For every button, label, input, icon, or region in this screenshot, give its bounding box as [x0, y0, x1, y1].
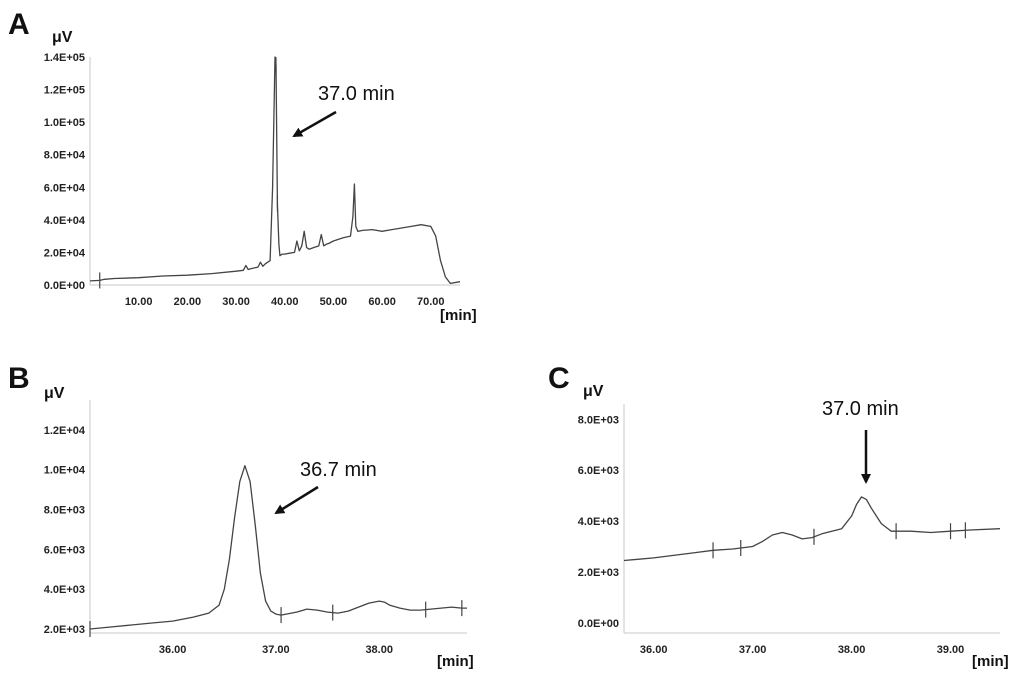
x-tick-label: 39.00 — [937, 644, 965, 656]
panel-label: A — [8, 8, 30, 41]
peak-annotation: 37.0 min — [318, 83, 395, 105]
x-tick-label: 20.00 — [174, 296, 202, 308]
x-tick-label: 50.00 — [320, 296, 348, 308]
x-tick-label: 40.00 — [271, 296, 299, 308]
x-tick-label: 36.00 — [640, 644, 668, 656]
peak-annotation: 36.7 min — [300, 459, 377, 481]
x-tick-label: 70.00 — [417, 296, 445, 308]
x-tick-label: 36.00 — [159, 644, 187, 656]
y-tick-label: 8.0E+04 — [44, 150, 86, 162]
x-tick-label: 38.00 — [838, 644, 866, 656]
x-tick-label: 37.00 — [739, 644, 767, 656]
x-tick-label: 38.00 — [365, 644, 393, 656]
x-axis-unit: [min] — [437, 653, 474, 670]
y-tick-label: 0.0E+00 — [44, 280, 85, 292]
y-tick-label: 6.0E+04 — [44, 182, 86, 194]
y-tick-label: 2.0E+03 — [578, 567, 619, 579]
y-tick-label: 1.0E+05 — [44, 117, 85, 129]
y-tick-label: 1.2E+04 — [44, 425, 86, 437]
y-tick-label: 4.0E+04 — [44, 215, 86, 227]
y-tick-label: 8.0E+03 — [44, 505, 85, 517]
y-axis-unit: μV — [583, 383, 604, 400]
y-tick-label: 4.0E+03 — [578, 516, 619, 528]
y-tick-label: 2.0E+03 — [44, 624, 85, 636]
chromatogram-trace-a — [89, 56, 461, 285]
x-axis-unit: [min] — [440, 307, 477, 324]
y-tick-label: 0.0E+00 — [578, 618, 619, 630]
chromatogram-trace-c — [623, 496, 1001, 562]
x-tick-label: 10.00 — [125, 296, 153, 308]
x-tick-label: 37.00 — [262, 644, 290, 656]
panel-label: B — [8, 362, 30, 395]
y-tick-label: 8.0E+03 — [578, 414, 619, 426]
annotation-arrow — [274, 485, 319, 515]
annotation-arrow — [292, 110, 337, 138]
y-tick-label: 6.0E+03 — [578, 465, 619, 477]
x-axis-unit: [min] — [972, 653, 1009, 670]
y-tick-label: 1.0E+04 — [44, 465, 86, 477]
y-axis-unit: μV — [52, 29, 73, 46]
peak-annotation: 37.0 min — [822, 398, 899, 420]
y-tick-label: 1.4E+05 — [44, 52, 85, 64]
x-tick-label: 60.00 — [368, 296, 396, 308]
y-tick-label: 4.0E+03 — [44, 584, 85, 596]
x-tick-label: 30.00 — [222, 296, 250, 308]
panel-label: C — [548, 362, 570, 395]
y-axis-unit: μV — [44, 385, 65, 402]
y-tick-label: 6.0E+03 — [44, 544, 85, 556]
y-tick-label: 2.0E+04 — [44, 247, 86, 259]
y-tick-label: 1.2E+05 — [44, 85, 85, 97]
chromatogram-trace-b — [89, 465, 467, 630]
